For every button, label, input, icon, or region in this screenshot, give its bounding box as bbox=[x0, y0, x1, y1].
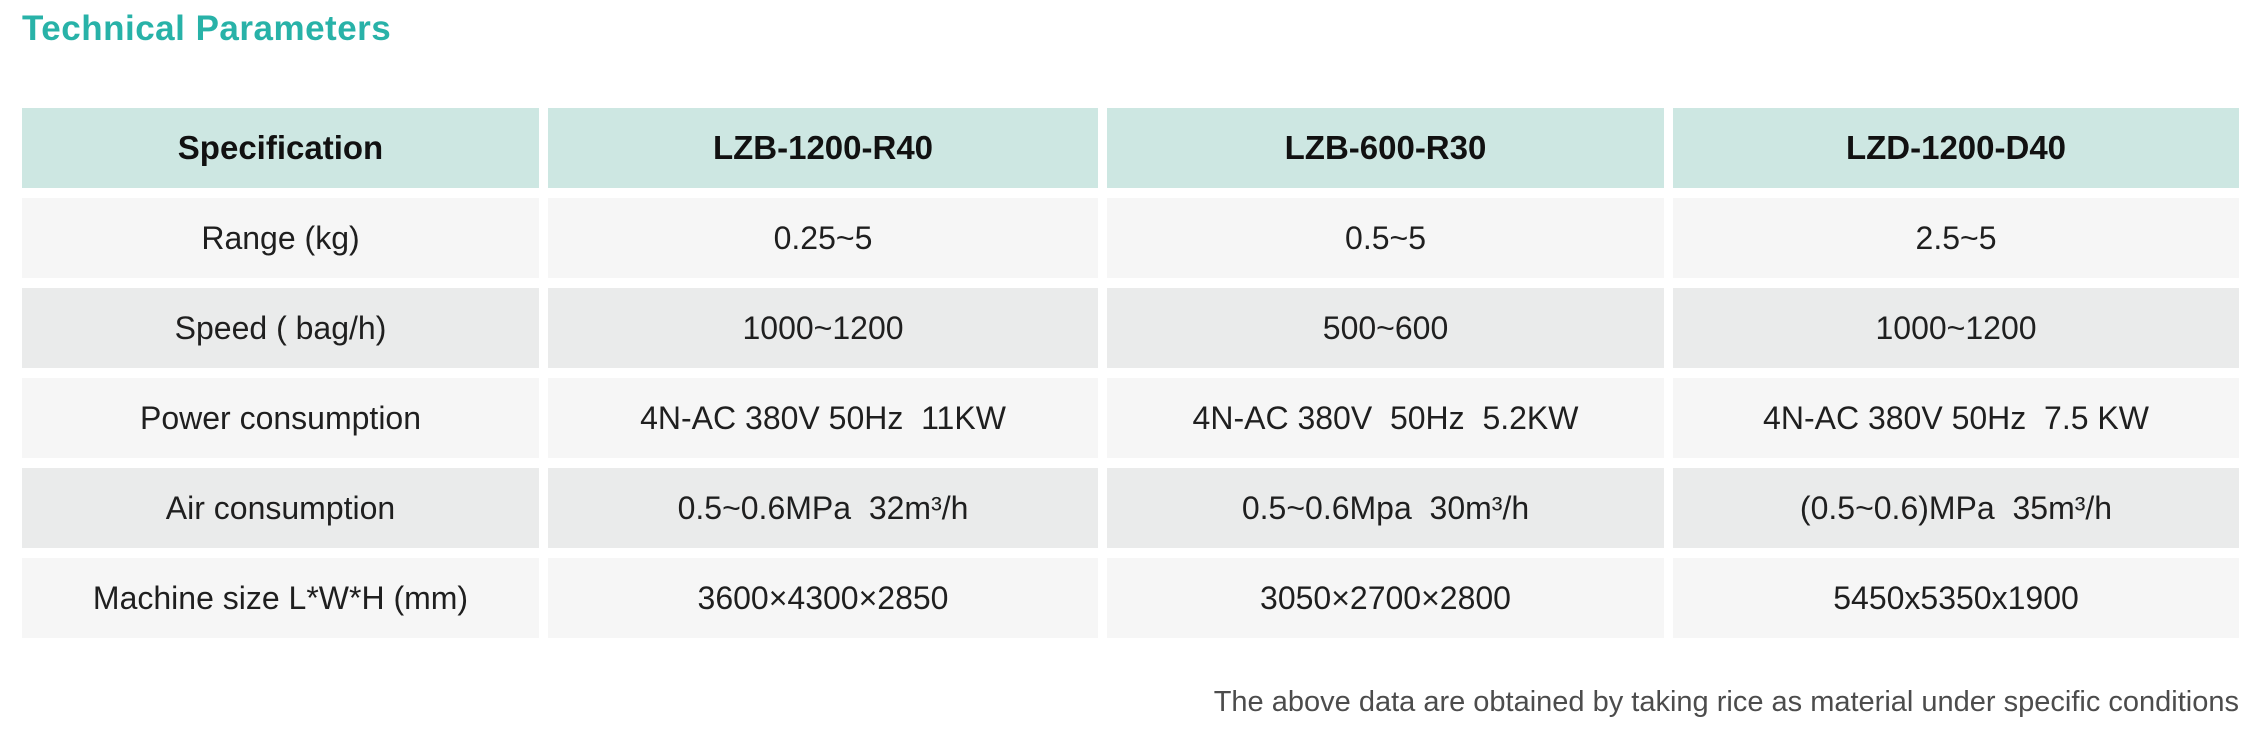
header-cell-specification: Specification bbox=[22, 108, 539, 188]
row-label-power-consumption: Power consumption bbox=[22, 378, 539, 458]
cell-air-lzb-1200-r40: 0.5~0.6MPa 32m³/h bbox=[548, 468, 1098, 548]
cell-power-lzd-1200-d40: 4N-AC 380V 50Hz 7.5 KW bbox=[1673, 378, 2239, 458]
cell-size-lzd-1200-d40: 5450x5350x1900 bbox=[1673, 558, 2239, 638]
cell-air-lzb-600-r30: 0.5~0.6Mpa 30m³/h bbox=[1107, 468, 1664, 548]
cell-size-lzb-1200-r40: 3600×4300×2850 bbox=[548, 558, 1098, 638]
cell-range-lzd-1200-d40: 2.5~5 bbox=[1673, 198, 2239, 278]
header-cell-lzb-1200-r40: LZB-1200-R40 bbox=[548, 108, 1098, 188]
technical-parameters-table: Specification LZB-1200-R40 LZB-600-R30 L… bbox=[22, 108, 2258, 638]
header-cell-lzb-600-r30: LZB-600-R30 bbox=[1107, 108, 1664, 188]
cell-size-lzb-600-r30: 3050×2700×2800 bbox=[1107, 558, 1664, 638]
header-cell-lzd-1200-d40: LZD-1200-D40 bbox=[1673, 108, 2239, 188]
row-label-speed: Speed ( bag/h) bbox=[22, 288, 539, 368]
cell-power-lzb-600-r30: 4N-AC 380V 50Hz 5.2KW bbox=[1107, 378, 1664, 458]
cell-range-lzb-1200-r40: 0.25~5 bbox=[548, 198, 1098, 278]
cell-power-lzb-1200-r40: 4N-AC 380V 50Hz 11KW bbox=[548, 378, 1098, 458]
page-title: Technical Parameters bbox=[22, 9, 392, 48]
cell-speed-lzd-1200-d40: 1000~1200 bbox=[1673, 288, 2239, 368]
cell-range-lzb-600-r30: 0.5~5 bbox=[1107, 198, 1664, 278]
cell-speed-lzb-600-r30: 500~600 bbox=[1107, 288, 1664, 368]
row-label-machine-size: Machine size L*W*H (mm) bbox=[22, 558, 539, 638]
row-label-range: Range (kg) bbox=[22, 198, 539, 278]
footnote: The above data are obtained by taking ri… bbox=[1213, 686, 2239, 718]
cell-speed-lzb-1200-r40: 1000~1200 bbox=[548, 288, 1098, 368]
cell-air-lzd-1200-d40: (0.5~0.6)MPa 35m³/h bbox=[1673, 468, 2239, 548]
row-label-air-consumption: Air consumption bbox=[22, 468, 539, 548]
